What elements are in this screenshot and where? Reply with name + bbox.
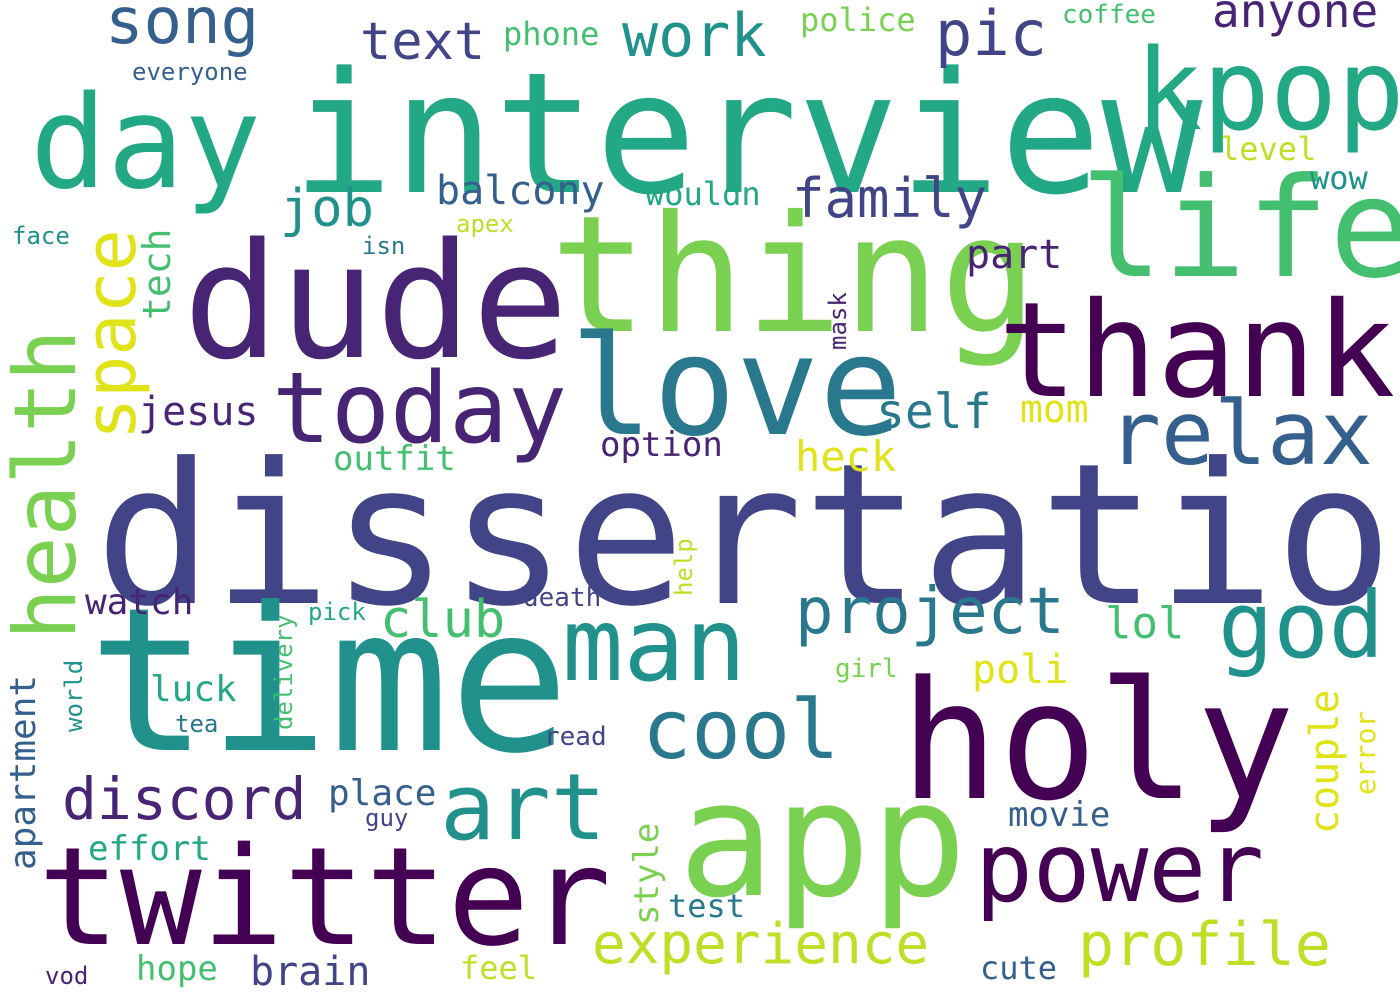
word: coffee xyxy=(1062,0,1156,30)
word: holy xyxy=(900,646,1295,837)
word: app xyxy=(678,746,967,933)
word: cool xyxy=(642,683,840,778)
word: apartment xyxy=(3,674,44,870)
word: tech xyxy=(135,228,179,320)
word: wouldn xyxy=(645,175,761,213)
word: luck xyxy=(150,669,237,710)
word: feel xyxy=(460,949,538,987)
word: balcony xyxy=(436,168,605,214)
word: kpop xyxy=(1135,26,1400,156)
word: life xyxy=(1080,148,1400,309)
word: error xyxy=(1349,710,1382,795)
word: thank xyxy=(998,274,1396,428)
word: outfit xyxy=(333,439,456,479)
word: wow xyxy=(1310,159,1368,197)
word: club xyxy=(380,590,506,650)
word: profile xyxy=(1078,910,1331,980)
word: vod xyxy=(45,962,89,990)
word: interview xyxy=(292,36,1203,232)
word: today xyxy=(272,352,568,466)
word: option xyxy=(600,425,723,465)
word: poli xyxy=(972,647,1069,693)
word: phone xyxy=(503,15,600,53)
word: brain xyxy=(250,949,371,995)
word: watch xyxy=(85,582,194,623)
word: movie xyxy=(1008,795,1111,835)
word: man xyxy=(562,586,747,705)
word: heck xyxy=(795,432,897,481)
word: dude xyxy=(183,208,569,395)
word: twitter xyxy=(38,819,612,977)
word: hope xyxy=(136,949,218,989)
word: song xyxy=(105,0,260,59)
word: apex xyxy=(456,210,514,238)
word: place xyxy=(328,773,437,814)
word: read xyxy=(544,722,607,752)
word: delivery xyxy=(270,614,298,730)
word: police xyxy=(800,1,916,39)
word: world xyxy=(60,659,88,732)
word: project xyxy=(795,575,1065,649)
word: day xyxy=(30,69,262,218)
word: death xyxy=(523,583,602,613)
word: work xyxy=(622,1,767,71)
word: lol xyxy=(1105,598,1185,649)
word: text xyxy=(360,12,486,72)
word: job xyxy=(280,179,374,239)
word: love xyxy=(570,306,903,467)
word: mask xyxy=(824,292,852,350)
word: face xyxy=(12,222,70,250)
word: pick xyxy=(308,598,366,626)
word: anyone xyxy=(1212,0,1379,38)
word: couple xyxy=(1302,689,1348,835)
word: cute xyxy=(980,949,1058,987)
word: family xyxy=(792,167,988,230)
word: guy xyxy=(365,804,409,832)
word: everyone xyxy=(132,58,248,86)
word: mom xyxy=(1020,387,1089,431)
word: time xyxy=(88,565,570,798)
word: isn xyxy=(362,232,406,260)
word: effort xyxy=(88,829,211,869)
word: girl xyxy=(835,654,898,684)
word: discord xyxy=(62,765,307,833)
word: thing xyxy=(550,182,1038,370)
word: pic xyxy=(935,0,1047,70)
word: tea xyxy=(175,710,219,738)
word: self xyxy=(876,384,992,440)
word: help xyxy=(670,538,698,596)
word: jesus xyxy=(138,389,259,435)
word: experience xyxy=(592,912,930,977)
word: relax xyxy=(1108,382,1373,485)
word: level xyxy=(1220,130,1317,168)
word: dissertation xyxy=(95,422,1400,650)
word: god xyxy=(1218,572,1385,679)
word: power xyxy=(975,812,1264,924)
word: test xyxy=(668,887,746,925)
word: part xyxy=(966,232,1063,278)
word: style xyxy=(627,822,667,925)
word: art xyxy=(440,754,607,861)
